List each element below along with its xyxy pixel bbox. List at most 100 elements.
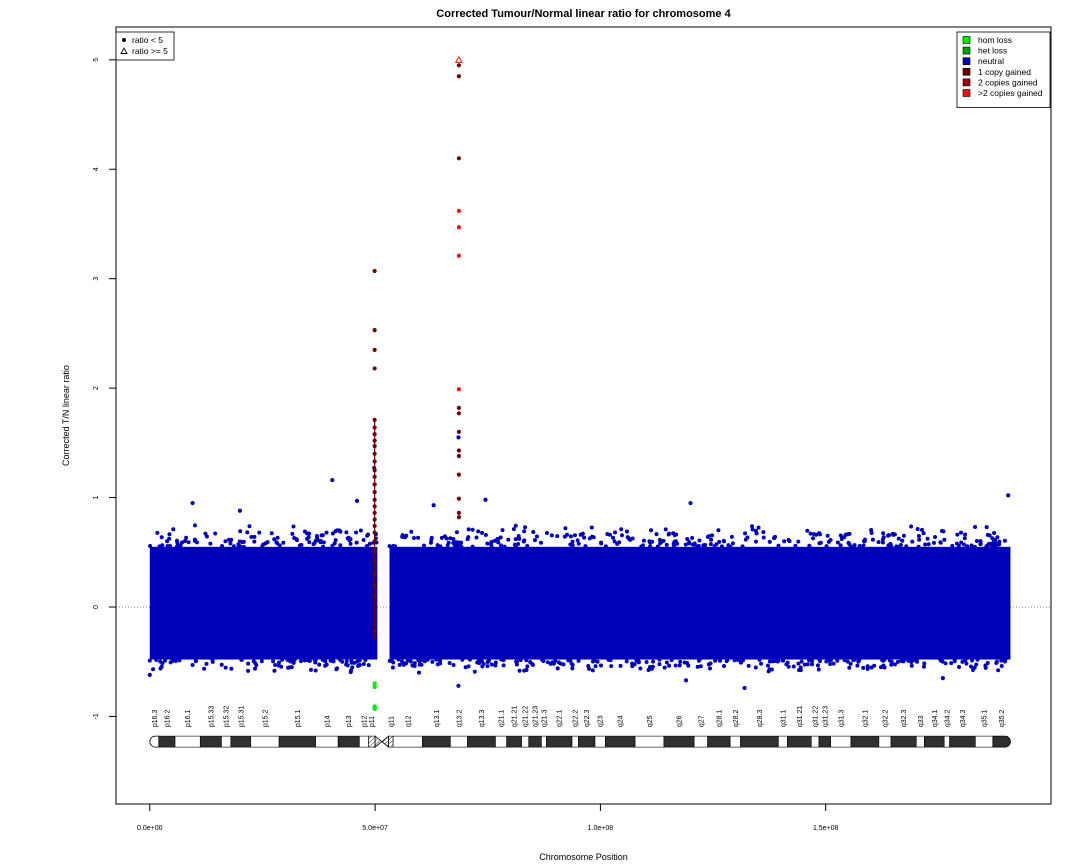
neutral-point	[318, 538, 323, 543]
band-label: p16.3	[152, 709, 159, 727]
neutral-point	[964, 661, 969, 666]
neutral-point	[761, 530, 766, 535]
ideogram-band	[506, 735, 522, 748]
neutral-point	[732, 658, 737, 663]
gain-point	[372, 328, 377, 333]
neutral-point-cloud	[147, 523, 1011, 675]
neutral-point	[344, 662, 349, 667]
neutral-point	[307, 531, 312, 536]
neutral-point	[286, 665, 291, 670]
neutral-point	[799, 659, 804, 664]
neutral-point	[277, 543, 282, 548]
neutral-point	[460, 657, 465, 662]
ideogram-band	[830, 735, 852, 748]
neutral-point	[845, 659, 850, 664]
neutral-point	[707, 666, 712, 671]
band-label: q21.3	[541, 709, 548, 727]
band-label: q12	[405, 715, 412, 727]
neutral-point	[624, 529, 629, 534]
neutral-point	[576, 541, 581, 546]
neutral-point	[889, 662, 894, 667]
neutral-point	[619, 527, 624, 532]
band-label: p16.1	[185, 709, 192, 727]
neutral-point	[682, 660, 687, 665]
gain-point	[456, 405, 462, 410]
legend-swatch	[962, 57, 971, 66]
band-label: q21.22	[523, 706, 530, 728]
shape-legend-label: ratio >= 5	[132, 46, 168, 56]
band-label: p15.2	[262, 709, 269, 727]
neutral-point	[810, 659, 815, 664]
neutral-point	[782, 539, 787, 544]
neutral-point	[593, 664, 598, 669]
neutral-point	[305, 536, 310, 541]
neutral-point	[173, 658, 178, 663]
neutral-point	[703, 542, 708, 547]
neutral-point	[685, 536, 690, 541]
ideogram-band	[359, 735, 369, 748]
neutral-point	[259, 659, 264, 664]
neutral-point	[869, 527, 874, 532]
neutral-point	[148, 543, 153, 548]
neutral-point	[598, 663, 603, 668]
neutral-point	[337, 528, 342, 533]
neutral-point	[355, 659, 360, 664]
gain-point	[456, 74, 462, 79]
neutral-point	[159, 535, 164, 540]
band-label: p13	[346, 715, 353, 727]
neutral-point	[575, 538, 580, 543]
neutral-point	[157, 544, 162, 549]
neutral-point	[746, 663, 751, 668]
neutral-point	[485, 541, 490, 546]
neutral-point	[750, 524, 755, 529]
neutral-point	[517, 536, 522, 541]
neutral-point	[978, 539, 983, 544]
neutral-point	[479, 530, 484, 535]
neutral-point	[957, 665, 962, 670]
neutral-point	[314, 534, 319, 539]
neutral-outlier-point	[742, 685, 747, 691]
gain-point	[372, 539, 377, 544]
neutral-point	[915, 659, 920, 664]
ideogram-band	[707, 735, 731, 748]
neutral-outlier-point	[237, 508, 243, 513]
y-axis-label: Corrected T/N linear ratio	[61, 365, 71, 466]
neutral-point	[417, 659, 422, 664]
neutral-point	[231, 544, 236, 549]
neutral-point	[649, 666, 654, 671]
band-label: q22.2	[573, 709, 580, 727]
band-label: q32.1	[862, 709, 869, 727]
ideogram-band	[890, 735, 917, 748]
neutral-point	[459, 540, 464, 545]
color-legend-label: neutral	[978, 56, 1004, 66]
neutral-point	[229, 537, 234, 542]
neutral-point	[956, 543, 961, 548]
gain-point	[372, 504, 377, 509]
neutral-point	[183, 539, 188, 544]
gain-point	[456, 225, 462, 230]
neutral-point	[664, 660, 669, 665]
neutral-point	[513, 523, 518, 528]
neutral-point	[475, 660, 480, 665]
gain-point	[372, 482, 377, 487]
ideogram-band	[974, 735, 994, 748]
gain-point	[372, 593, 377, 599]
neutral-point	[155, 530, 160, 535]
ideogram-band	[315, 735, 339, 748]
neutral-point	[965, 544, 970, 549]
neutral-point	[923, 542, 928, 547]
neutral-point	[570, 539, 575, 544]
neutral-outlier-point	[940, 676, 945, 681]
neutral-point	[994, 659, 999, 664]
neutral-point	[855, 663, 860, 668]
neutral-point	[721, 538, 726, 543]
neutral-point	[842, 658, 847, 663]
neutral-point	[167, 536, 172, 541]
neutral-point	[210, 659, 215, 664]
ideogram-band	[850, 735, 880, 748]
neutral-point	[856, 659, 861, 664]
gain-point	[456, 208, 462, 213]
ideogram-band	[541, 735, 547, 748]
ideogram-band	[729, 735, 741, 748]
neutral-point	[177, 658, 182, 663]
